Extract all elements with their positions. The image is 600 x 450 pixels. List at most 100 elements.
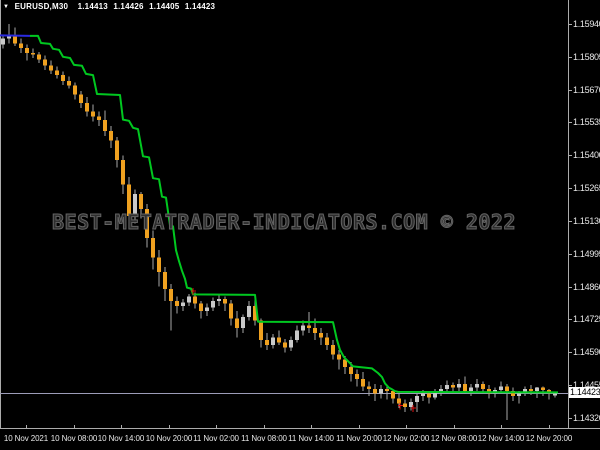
candle-body xyxy=(475,383,479,388)
candle-body xyxy=(163,272,167,290)
time-axis-label: 12 Nov 14:00 xyxy=(477,434,525,443)
candle-body xyxy=(457,383,461,388)
signal-marker-icon xyxy=(191,288,196,296)
candle-body xyxy=(175,301,179,307)
candle-body xyxy=(121,160,125,185)
candle-body xyxy=(109,131,113,141)
price-axis-tick xyxy=(569,352,572,353)
candle-body xyxy=(211,301,215,308)
price-axis-tick xyxy=(569,385,572,386)
candle-body xyxy=(421,393,425,397)
candle-body xyxy=(223,298,227,304)
candle-body xyxy=(115,140,119,161)
time-axis-tick xyxy=(359,425,360,429)
time-axis-tick xyxy=(454,425,455,429)
candle-body xyxy=(259,320,263,341)
candle-body xyxy=(229,303,233,319)
time-axis-tick xyxy=(264,425,265,429)
candle-body xyxy=(55,70,59,76)
candle-body xyxy=(127,184,131,217)
candle-body xyxy=(409,402,413,408)
price-axis-label: 1.15400 xyxy=(573,150,600,160)
price-axis-label: 1.14725 xyxy=(573,314,600,324)
price-axis-label: 1.15130 xyxy=(573,216,600,226)
candle-body xyxy=(265,340,269,346)
time-axis-label: 10 Nov 20:00 xyxy=(145,434,193,443)
candle-body xyxy=(151,238,155,258)
candle-body xyxy=(313,327,317,333)
price-axis-tick xyxy=(569,155,572,156)
candle-body xyxy=(7,35,11,39)
candle-body xyxy=(247,306,251,318)
time-axis-tick xyxy=(501,425,502,429)
candle-body xyxy=(37,54,41,60)
price-axis-label: 1.14590 xyxy=(573,347,600,357)
candle-body xyxy=(205,307,209,311)
candle-body xyxy=(325,337,329,346)
time-axis-tick xyxy=(121,425,122,429)
candle-body xyxy=(61,75,65,82)
candle-body xyxy=(145,208,149,239)
candle-body xyxy=(553,392,557,396)
candle-body xyxy=(355,374,359,380)
time-axis-label: 11 Nov 14:00 xyxy=(288,434,334,443)
quote-low: 1.14405 xyxy=(149,2,180,11)
candle-body xyxy=(91,111,95,117)
candle-body xyxy=(241,317,245,328)
candle-body xyxy=(199,303,203,311)
candle-body xyxy=(481,383,485,389)
price-axis-tick xyxy=(569,90,572,91)
candle-body xyxy=(535,387,539,392)
quote-header: ▼ EURUSD,M30 1.14413 1.14426 1.14405 1.1… xyxy=(3,2,218,11)
quote-high: 1.14426 xyxy=(113,2,144,11)
candle-body xyxy=(217,298,221,302)
candle-body xyxy=(103,120,107,132)
time-axis-label: 11 Nov 02:00 xyxy=(193,434,239,443)
candle-body xyxy=(31,53,35,55)
candle-body xyxy=(541,387,545,390)
candle-body xyxy=(319,332,323,338)
candle-body xyxy=(19,43,23,48)
candle-body xyxy=(301,325,305,331)
candle-body xyxy=(73,85,77,95)
candle-body xyxy=(361,379,365,387)
price-axis-tick xyxy=(569,319,572,320)
candle-body xyxy=(451,385,455,388)
candle-body xyxy=(349,366,353,375)
candle-body xyxy=(295,330,299,341)
candle-body xyxy=(331,345,335,355)
candle-body xyxy=(181,302,185,307)
price-axis-tick xyxy=(569,24,572,25)
candle-body xyxy=(511,391,515,397)
time-axis-tick xyxy=(216,425,217,429)
candle-body xyxy=(367,386,371,389)
candle-body xyxy=(85,103,89,112)
price-axis[interactable]: 1.14423 1.15940 1.15805 1.15670 1.15535 1.15… xyxy=(568,0,600,428)
candle-body xyxy=(433,392,437,398)
price-axis-label: 1.15805 xyxy=(573,52,600,62)
candle-body xyxy=(49,65,53,71)
price-axis-label: 1.14455 xyxy=(573,380,600,390)
time-axis[interactable]: 10 Nov 2021 10 Nov 08:00 10 Nov 14:00 10 No… xyxy=(0,425,600,450)
time-axis-tick xyxy=(26,425,27,429)
price-axis-label: 1.15670 xyxy=(573,85,600,95)
candle-body xyxy=(397,398,401,404)
candle-body xyxy=(445,385,449,389)
time-axis-label: 10 Nov 14:00 xyxy=(97,434,145,443)
candle-body xyxy=(529,388,533,392)
candle-body xyxy=(235,318,239,328)
candle-body xyxy=(523,388,527,393)
time-axis-label: 10 Nov 08:00 xyxy=(50,434,98,443)
time-axis-label: 11 Nov 08:00 xyxy=(241,434,287,443)
time-axis-tick xyxy=(406,425,407,429)
candle-body xyxy=(79,94,83,104)
price-axis-tick xyxy=(569,57,572,58)
chart-canvas[interactable]: BEST-METATRADER-INDICATORS.COM © 2022 ▼ … xyxy=(0,0,568,428)
candlestick-chart xyxy=(0,0,568,428)
candle-body xyxy=(337,354,341,360)
candle-body xyxy=(139,194,143,209)
time-axis-tick xyxy=(549,425,550,429)
candle-body xyxy=(193,296,197,304)
quote-close: 1.14423 xyxy=(184,2,216,11)
indicator-line-start xyxy=(0,34,31,37)
